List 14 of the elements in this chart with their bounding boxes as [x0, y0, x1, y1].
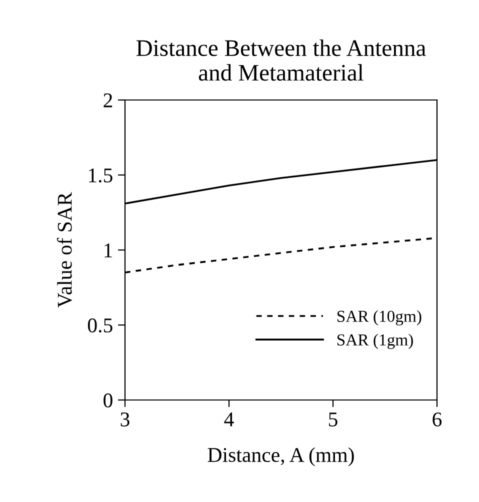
legend-label: SAR (1gm): [337, 334, 413, 349]
y-tick-label: 1.5: [88, 168, 112, 183]
x-tick-label: 4: [224, 412, 234, 426]
legend-label: SAR (10gm): [337, 310, 422, 326]
y-tick-label: 0.5: [88, 318, 112, 333]
y-tick-label: 1: [104, 243, 112, 258]
x-axis-title: Distance, A (mm): [208, 447, 354, 466]
y-tick-label: 0: [104, 393, 112, 408]
chart-title: Distance Between the Antenna and Metamaterial: [136, 39, 426, 81]
x-tick-label: 3: [120, 412, 130, 426]
x-tick-label: 6: [432, 412, 442, 426]
x-tick-label: 5: [329, 412, 338, 426]
y-axis-title: Value of SAR: [56, 192, 72, 308]
y-tick-label: 2: [104, 93, 112, 108]
